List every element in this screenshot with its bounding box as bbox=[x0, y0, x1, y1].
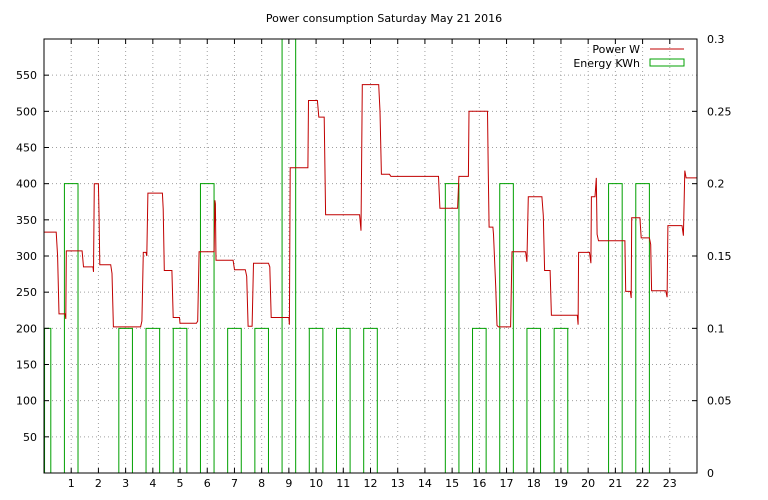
energy-bar bbox=[526, 327, 542, 473]
energy-bar bbox=[118, 327, 133, 473]
legend-label-energy: Energy KWh bbox=[573, 57, 640, 70]
energy-bar bbox=[499, 183, 514, 473]
y-tick-label: 50 bbox=[23, 431, 37, 444]
x-tick-label: 23 bbox=[663, 477, 677, 490]
y-tick-label: 100 bbox=[16, 395, 37, 408]
axis-ticks: 1 2 3 4 5 6 7 8 9 10 11 12 13 14 15 16 17 18 19 20 21 22 23501… bbox=[16, 33, 732, 490]
energy-bar bbox=[363, 327, 378, 473]
y2-tick-label: 0.1 bbox=[707, 322, 725, 335]
y2-tick-label: 0 bbox=[707, 467, 714, 480]
x-tick-label: 15 bbox=[445, 477, 459, 490]
y2-tick-label: 0.15 bbox=[707, 250, 732, 263]
energy-series bbox=[44, 38, 650, 473]
energy-bar bbox=[553, 327, 569, 473]
x-tick-label: 22 bbox=[636, 477, 650, 490]
chart-title: Power consumption Saturday May 21 2016 bbox=[266, 12, 502, 25]
y-tick-label: 500 bbox=[16, 105, 37, 118]
y-tick-label: 150 bbox=[16, 359, 37, 372]
x-tick-label: 7 bbox=[231, 477, 238, 490]
x-tick-label: 6 bbox=[204, 477, 211, 490]
x-tick-label: 12 bbox=[364, 477, 378, 490]
x-tick-label: 18 bbox=[527, 477, 541, 490]
y2-tick-label: 0.3 bbox=[707, 33, 725, 46]
x-tick-label: 2 bbox=[95, 477, 102, 490]
y-tick-label: 250 bbox=[16, 286, 37, 299]
y-tick-label: 200 bbox=[16, 322, 37, 335]
x-tick-label: 17 bbox=[500, 477, 514, 490]
x-tick-label: 10 bbox=[309, 477, 323, 490]
x-tick-label: 14 bbox=[418, 477, 432, 490]
power-line bbox=[44, 84, 697, 328]
energy-bar bbox=[635, 183, 650, 473]
energy-bar bbox=[308, 327, 324, 473]
legend-label-power: Power W bbox=[592, 43, 640, 56]
legend-swatch-energy bbox=[649, 58, 685, 67]
energy-bar bbox=[444, 183, 460, 473]
x-tick-label: 8 bbox=[258, 477, 265, 490]
y-tick-label: 550 bbox=[16, 69, 37, 82]
energy-bar bbox=[335, 327, 351, 473]
x-tick-label: 9 bbox=[285, 477, 292, 490]
energy-bar bbox=[145, 327, 161, 473]
x-tick-label: 5 bbox=[177, 477, 184, 490]
x-tick-label: 13 bbox=[391, 477, 405, 490]
energy-bar bbox=[172, 327, 188, 473]
x-tick-label: 19 bbox=[554, 477, 568, 490]
y-tick-label: 350 bbox=[16, 214, 37, 227]
y2-tick-label: 0.05 bbox=[707, 395, 732, 408]
x-tick-label: 20 bbox=[581, 477, 595, 490]
x-tick-label: 3 bbox=[122, 477, 129, 490]
x-tick-label: 11 bbox=[336, 477, 350, 490]
energy-bar bbox=[254, 327, 269, 473]
legend: Power W Energy KWh bbox=[573, 43, 685, 70]
grid bbox=[44, 39, 697, 473]
x-tick-label: 1 bbox=[68, 477, 75, 490]
energy-bar bbox=[199, 183, 215, 473]
energy-bar bbox=[63, 183, 79, 473]
y2-tick-label: 0.25 bbox=[707, 105, 732, 118]
x-tick-label: 4 bbox=[149, 477, 156, 490]
x-tick-label: 21 bbox=[608, 477, 622, 490]
y-tick-label: 450 bbox=[16, 142, 37, 155]
energy-bar bbox=[227, 327, 242, 473]
y2-tick-label: 0.2 bbox=[707, 178, 725, 191]
power-series bbox=[44, 84, 697, 328]
y-tick-label: 400 bbox=[16, 178, 37, 191]
energy-bar bbox=[472, 327, 487, 473]
y-tick-label: 300 bbox=[16, 250, 37, 263]
x-tick-label: 16 bbox=[472, 477, 486, 490]
energy-bar bbox=[608, 183, 623, 473]
